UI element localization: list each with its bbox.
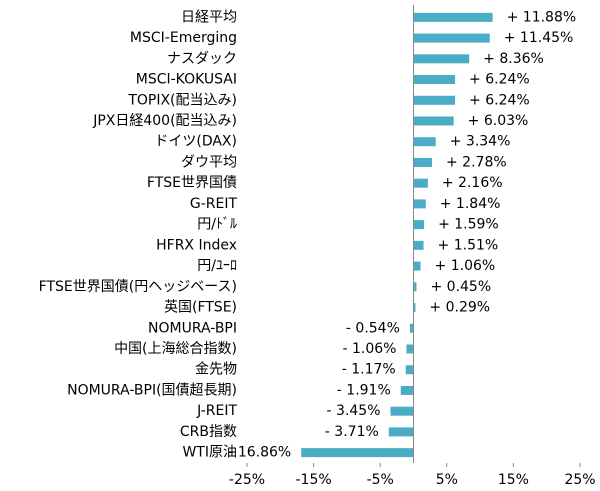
bar <box>413 220 425 230</box>
x-tick-label: 15% <box>498 472 529 488</box>
bar <box>413 12 493 22</box>
value-label: + 1.06% <box>435 258 496 274</box>
category-label: WTI原油 <box>182 445 237 461</box>
x-tick-label: 5% <box>436 472 458 488</box>
bar <box>400 385 414 395</box>
category-label: NOMURA-BPI(国債超長期) <box>67 382 237 398</box>
category-label: ダウ平均 <box>181 154 237 170</box>
category-label: 日経平均 <box>181 9 237 25</box>
bar <box>413 282 417 292</box>
x-tick-label: -25% <box>229 472 265 488</box>
bar <box>413 54 470 64</box>
value-label: - 1.91% <box>337 382 391 398</box>
bar <box>413 116 454 126</box>
bar <box>413 261 421 271</box>
value-label: + 8.36% <box>483 51 544 67</box>
bar <box>390 406 414 416</box>
category-label: J-REIT <box>196 403 237 419</box>
bar <box>301 448 414 458</box>
value-label: - 1.06% <box>342 341 396 357</box>
bar <box>413 303 416 313</box>
value-label: - 3.45% <box>327 403 381 419</box>
value-label: + 11.88% <box>507 9 577 25</box>
bar <box>406 344 414 354</box>
value-label: + 1.84% <box>440 196 501 212</box>
category-label: CRB指数 <box>180 424 237 440</box>
x-tick-label: -5% <box>367 472 394 488</box>
bar <box>405 365 414 375</box>
bar <box>413 178 428 188</box>
bar <box>409 323 414 333</box>
bar <box>413 75 456 85</box>
bar <box>413 95 456 105</box>
bar <box>413 199 426 209</box>
bar <box>413 240 424 250</box>
value-label: + 2.78% <box>446 154 507 170</box>
category-label: 円/ﾄﾞﾙ <box>197 217 237 233</box>
category-label: 円/ﾕｰﾛ <box>197 258 237 274</box>
value-label: - 16.86% <box>228 445 291 461</box>
category-label: 英国(FTSE) <box>164 299 237 316</box>
value-label: + 3.34% <box>450 134 511 150</box>
category-label: FTSE世界国債(円ヘッジベース) <box>39 279 237 295</box>
value-label: + 6.03% <box>468 113 529 129</box>
value-label: + 1.59% <box>438 217 499 233</box>
category-label: MSCI-KOKUSAI <box>136 72 237 88</box>
category-label: ナスダック <box>167 51 237 67</box>
value-label: + 0.29% <box>429 300 490 316</box>
value-label: - 0.54% <box>346 320 400 336</box>
value-label: + 6.24% <box>469 72 530 88</box>
bar <box>413 137 436 147</box>
value-label: + 0.45% <box>430 279 491 295</box>
bar <box>388 427 414 437</box>
category-label: ドイツ(DAX) <box>154 134 237 150</box>
category-label: G-REIT <box>190 196 238 212</box>
x-tick-label: -15% <box>296 472 332 488</box>
category-label: TOPIX(配当込み) <box>127 92 237 108</box>
value-label: - 1.17% <box>342 362 396 378</box>
bar <box>413 157 433 167</box>
category-label: 中国(上海総合指数) <box>114 341 237 357</box>
value-label: + 2.16% <box>442 175 503 191</box>
category-label: NOMURA-BPI <box>148 320 237 336</box>
category-label: 金先物 <box>195 362 237 378</box>
value-label: + 1.51% <box>438 237 499 253</box>
category-label: FTSE世界国債 <box>147 175 237 191</box>
category-label: MSCI-Emerging <box>130 30 237 46</box>
category-label: JPX日経400(配当込み) <box>92 113 237 129</box>
value-label: - 3.71% <box>325 424 379 440</box>
value-label: + 6.24% <box>469 92 530 108</box>
bar <box>413 33 490 43</box>
category-label: HFRX Index <box>156 237 237 253</box>
x-tick-label: 25% <box>564 472 595 488</box>
value-label: + 11.45% <box>504 30 574 46</box>
